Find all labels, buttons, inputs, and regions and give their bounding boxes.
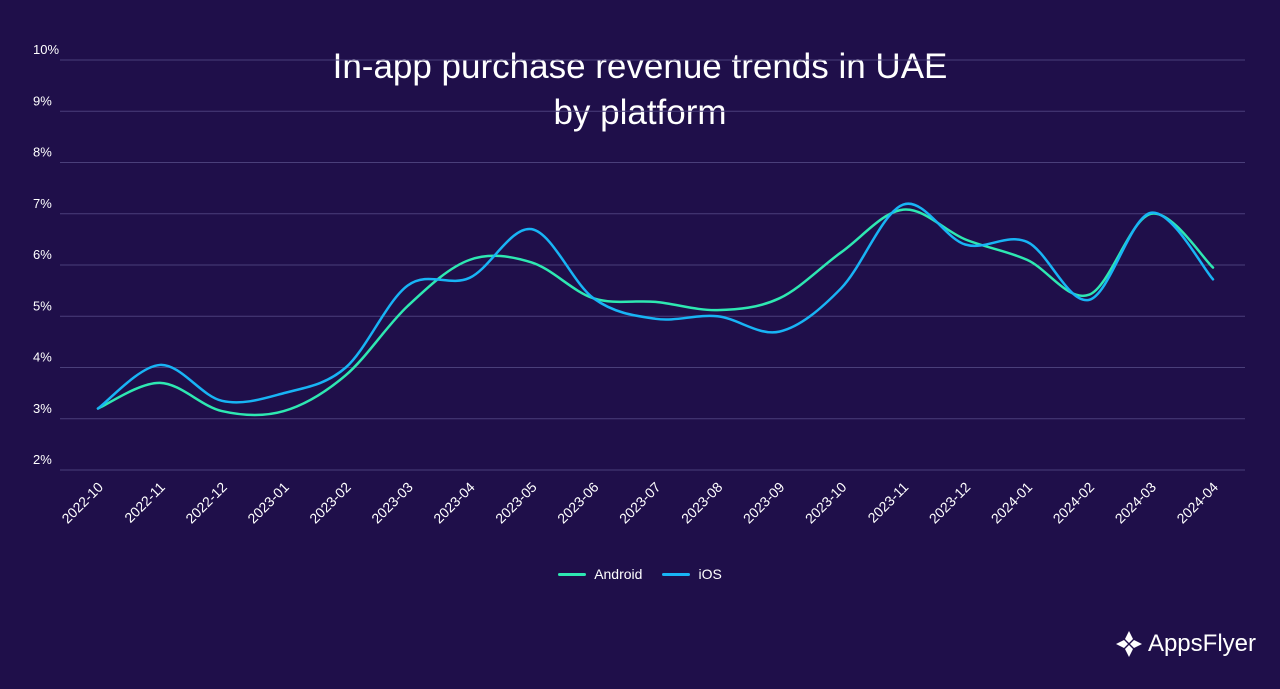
x-tick-label: 2023-02: [306, 479, 354, 527]
x-tick-label: 2023-08: [678, 479, 726, 527]
y-tick-label: 8%: [33, 145, 52, 160]
x-tick-label: 2023-07: [616, 479, 664, 527]
android-swatch: [558, 572, 587, 576]
x-tick-label: 2023-11: [864, 479, 911, 526]
x-tick-label: 2023-03: [368, 479, 416, 527]
x-tick-label: 2022-12: [182, 479, 230, 527]
series-lines: [96, 202, 1215, 417]
y-tick-label: 7%: [33, 196, 52, 211]
chart-title: In-app purchase revenue trends in UAE by…: [0, 44, 1280, 136]
brand-name: AppsFlyer: [1147, 630, 1256, 657]
series-line-android: [96, 208, 1215, 417]
ios-swatch: [662, 572, 691, 576]
x-tick-label: 2024-04: [1173, 479, 1221, 527]
appsflyer-bird-icon: [1115, 631, 1142, 657]
y-tick-label: 5%: [33, 298, 52, 313]
series-line-ios: [96, 202, 1215, 410]
legend-item-android[interactable]: Android: [558, 566, 642, 582]
y-tick-label: 3%: [33, 401, 52, 416]
appsflyer-logo: AppsFlyer: [1114, 629, 1256, 659]
legend-label-android: Android: [594, 566, 643, 582]
x-tick-label: 2023-06: [554, 479, 602, 527]
y-tick-label: 10%: [33, 42, 59, 57]
x-tick-label: 2023-10: [802, 479, 850, 527]
chart-title-line-1: In-app purchase revenue trends in UAE: [332, 47, 948, 86]
x-tick-label: 2024-01: [988, 479, 1036, 527]
y-axis-ticks: 2% 3% 4% 5% 6% 7% 8% 9% 10%: [33, 42, 59, 467]
x-tick-label: 2024-02: [1050, 479, 1098, 527]
x-tick-label: 2024-03: [1112, 479, 1160, 527]
x-tick-label: 2022-11: [121, 479, 168, 526]
chart-title-line-2: by platform: [553, 93, 727, 132]
x-tick-label: 2023-05: [492, 479, 540, 527]
y-tick-label: 2%: [33, 452, 52, 467]
legend: Android iOS: [0, 566, 1280, 582]
y-tick-label: 9%: [33, 93, 52, 108]
x-tick-label: 2023-09: [740, 479, 788, 527]
x-tick-label: 2023-01: [244, 479, 292, 527]
x-tick-label: 2022-10: [58, 479, 106, 527]
grid-lines: [60, 59, 1245, 471]
legend-item-ios[interactable]: iOS: [662, 566, 722, 582]
y-tick-label: 6%: [33, 247, 52, 262]
x-tick-label: 2023-04: [430, 479, 478, 527]
y-tick-label: 4%: [33, 350, 52, 365]
x-axis-ticks: 2022-10 2022-11 2022-12 2023-01 2023-02 2023-…: [58, 479, 1221, 527]
legend-label-ios: iOS: [698, 566, 722, 582]
x-tick-label: 2023-12: [926, 479, 974, 527]
